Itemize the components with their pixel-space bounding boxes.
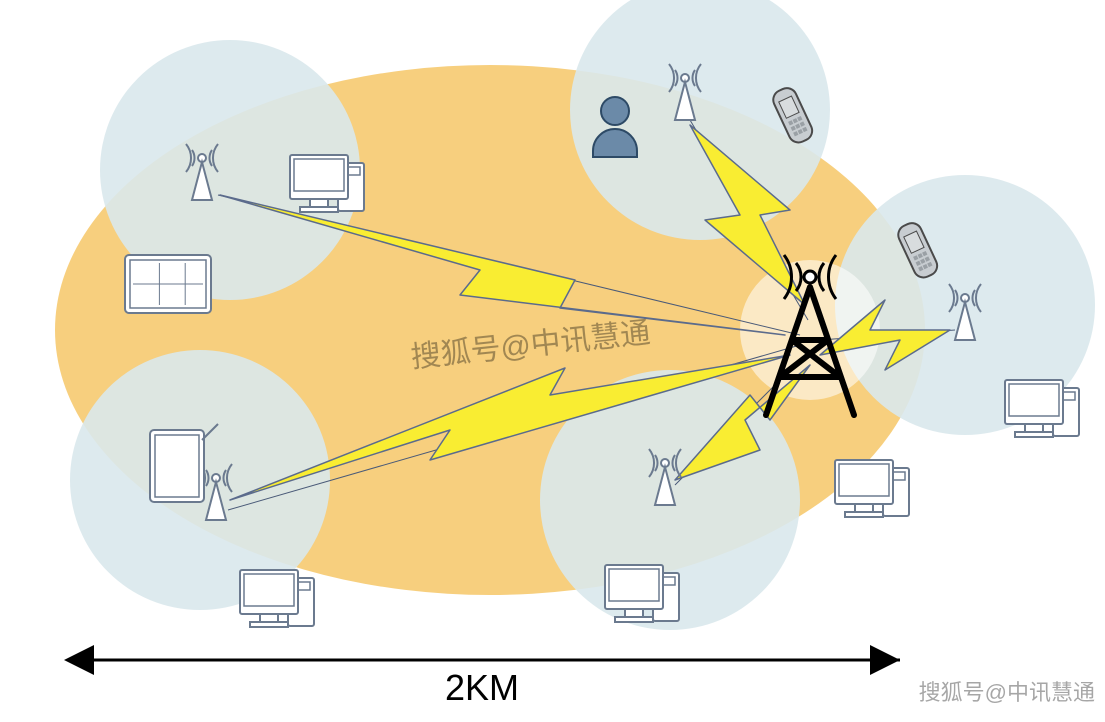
network-diagram: 2KM [0, 0, 1105, 717]
computer-icon [240, 570, 314, 627]
computer-icon [835, 460, 909, 517]
range-label: 2KM [445, 667, 519, 708]
computer-icon [1005, 380, 1079, 437]
tablet-icon [125, 255, 211, 313]
